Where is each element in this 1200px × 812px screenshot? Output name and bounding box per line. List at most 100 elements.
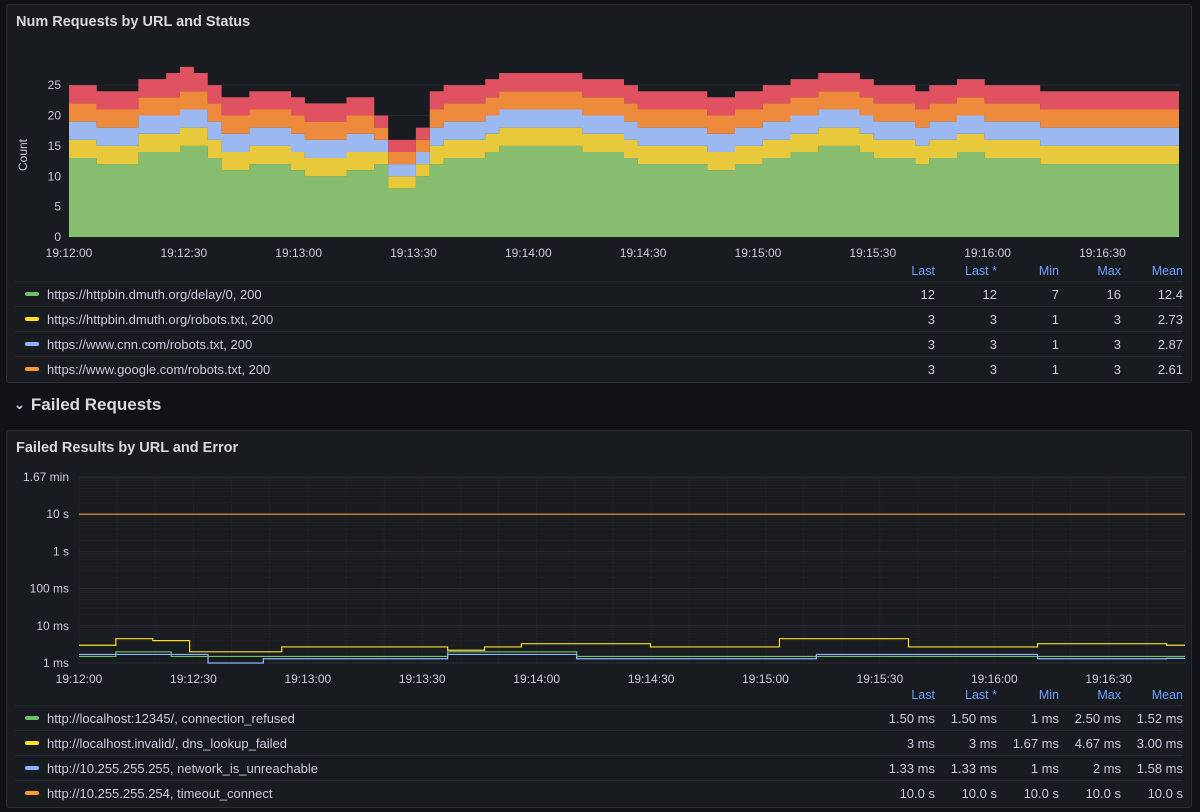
- legend-stat-value: 3: [1113, 336, 1121, 352]
- legend-header-last[interactable]: Last *: [965, 264, 997, 278]
- y-tick-label: 0: [54, 230, 61, 244]
- y-tick-label: 100 ms: [30, 582, 69, 596]
- legend-row[interactable]: http://localhost.invalid/, dns_lookup_fa…: [15, 730, 1183, 755]
- series-color-swatch[interactable]: [25, 342, 39, 346]
- x-tick-label: 19:12:00: [56, 672, 103, 686]
- legend-row[interactable]: https://www.cnn.com/robots.txt, 200 3 3 1 3 2…: [15, 331, 1183, 356]
- y-tick-label: 1 s: [53, 544, 69, 558]
- series-color-swatch[interactable]: [25, 791, 39, 795]
- y-tick-label: 10 s: [46, 507, 69, 521]
- legend-stat-value: 3: [989, 361, 997, 377]
- line-series-2[interactable]: [79, 653, 1185, 664]
- legend-stat-value: 3.00 ms: [1136, 735, 1183, 751]
- panel-title[interactable]: Failed Results by URL and Error: [16, 440, 239, 456]
- x-tick-label: 19:16:30: [1085, 672, 1132, 686]
- legend-stat-value: 1.67 ms: [1012, 735, 1059, 751]
- legend-stat-value: 10.0 s: [961, 785, 997, 801]
- chevron-down-icon[interactable]: ⌄: [14, 397, 25, 412]
- legend-stat-value: 1 ms: [1030, 710, 1059, 726]
- series-color-swatch[interactable]: [25, 292, 39, 296]
- legend-stat-value: 10.0 s: [1147, 785, 1183, 801]
- legend-stat-value: 3: [927, 311, 935, 327]
- legend-stat-value: 1: [1051, 336, 1059, 352]
- legend-stat-value: 2.61: [1157, 361, 1183, 377]
- num-requests-chart[interactable]: 0 5 10 15 20 25 19:12:00 19:12:30 19:13:00 19:13:…: [7, 41, 1193, 291]
- legend-stat-value: 10.0 s: [1023, 785, 1059, 801]
- y-axis-label: Count: [16, 138, 30, 171]
- area-series-4[interactable]: [69, 66, 1179, 152]
- legend-stat-value: 10.0 s: [1085, 785, 1121, 801]
- line-series-1[interactable]: [79, 638, 1185, 653]
- x-tick-label: 19:14:00: [513, 672, 560, 686]
- x-tick-label: 19:13:30: [390, 246, 437, 260]
- x-tick-label: 19:13:00: [284, 672, 331, 686]
- legend-stat-value: 1.50 ms: [888, 710, 935, 726]
- x-tick-label: 19:14:30: [620, 246, 667, 260]
- legend-row[interactable]: https://www.google.com/robots.txt, 200 3 3…: [15, 356, 1183, 381]
- legend-header: Last Last * Min Max Mean: [15, 685, 1183, 705]
- legend-header-max[interactable]: Max: [1097, 264, 1121, 278]
- legend-series-name[interactable]: https://www.cnn.com/robots.txt, 200: [47, 336, 253, 352]
- y-tick-label: 5: [54, 200, 61, 214]
- x-tick-label: 19:15:30: [849, 246, 896, 260]
- legend-stat-value: 2.73: [1157, 311, 1183, 327]
- legend-header-last[interactable]: Last: [911, 264, 935, 278]
- legend-stat-value: 1.50 ms: [950, 710, 997, 726]
- panel-title[interactable]: Num Requests by URL and Status: [16, 14, 251, 30]
- legend-stat-value: 1: [1051, 311, 1059, 327]
- legend-series-name[interactable]: http://10.255.255.254, timeout_connect: [47, 785, 273, 801]
- legend-header-min[interactable]: Min: [1038, 264, 1059, 278]
- line-series-0[interactable]: [79, 651, 1185, 658]
- series-color-swatch[interactable]: [25, 317, 39, 321]
- series-color-swatch[interactable]: [25, 766, 39, 770]
- y-tick-label: 15: [48, 139, 62, 153]
- area-series-0[interactable]: [69, 145, 1179, 237]
- y-tick-label: 25: [48, 78, 62, 92]
- legend-series-name[interactable]: https://httpbin.dmuth.org/robots.txt, 20…: [47, 311, 274, 327]
- legend-header-mean[interactable]: Mean: [1151, 264, 1183, 278]
- y-tick-label: 10: [48, 169, 62, 183]
- legend-stat-value: 1: [1051, 361, 1059, 377]
- legend-stat-value: 2.87: [1157, 336, 1183, 352]
- x-tick-label: 19:13:00: [275, 246, 322, 260]
- legend-row[interactable]: http://10.255.255.255, network_is_unreac…: [15, 755, 1183, 780]
- series-color-swatch[interactable]: [25, 367, 39, 371]
- legend-header-max[interactable]: Max: [1097, 688, 1121, 702]
- legend-series-name[interactable]: http://localhost:12345/, connection_refu…: [47, 710, 295, 726]
- x-tick-label: 19:16:00: [971, 672, 1018, 686]
- legend-stat-value: 16: [1106, 286, 1121, 302]
- legend-row[interactable]: http://localhost:12345/, connection_refu…: [15, 705, 1183, 730]
- legend-series-name[interactable]: https://www.google.com/robots.txt, 200: [47, 361, 271, 377]
- legend-stat-value: 3 ms: [906, 735, 935, 751]
- legend-header-last[interactable]: Last *: [965, 688, 997, 702]
- legend-series-name[interactable]: http://localhost.invalid/, dns_lookup_fa…: [47, 735, 287, 751]
- series-color-swatch[interactable]: [25, 741, 39, 745]
- x-tick-label: 19:14:30: [628, 672, 675, 686]
- legend-stat-value: 3: [989, 311, 997, 327]
- y-tick-label: 1 ms: [43, 656, 69, 670]
- legend-stat-value: 4.67 ms: [1074, 735, 1121, 751]
- legend-stat-value: 2 ms: [1092, 760, 1121, 776]
- legend-stat-value: 12: [920, 286, 935, 302]
- x-tick-label: 19:15:00: [735, 246, 782, 260]
- legend-stat-value: 3: [1113, 311, 1121, 327]
- legend-header-last[interactable]: Last: [911, 688, 935, 702]
- series-color-swatch[interactable]: [25, 716, 39, 720]
- legend-series-name[interactable]: http://10.255.255.255, network_is_unreac…: [47, 760, 319, 776]
- legend-row[interactable]: https://httpbin.dmuth.org/robots.txt, 20…: [15, 306, 1183, 331]
- x-tick-label: 19:12:00: [46, 246, 93, 260]
- legend-series-name[interactable]: https://httpbin.dmuth.org/delay/0, 200: [47, 286, 262, 302]
- legend-header-mean[interactable]: Mean: [1151, 688, 1183, 702]
- area-series-2[interactable]: [69, 109, 1179, 177]
- x-tick-label: 19:13:30: [399, 672, 446, 686]
- legend-stat-value: 3 ms: [968, 735, 997, 751]
- area-series-1[interactable]: [69, 127, 1179, 189]
- failed-results-chart[interactable]: 1 ms 10 ms 100 ms 1 s 10 s 1.67 min 19:12:00 19…: [7, 467, 1193, 717]
- area-series-3[interactable]: [69, 91, 1179, 165]
- failed-requests-row-header[interactable]: ⌄ Failed Requests: [14, 395, 161, 415]
- legend-stat-value: 12: [982, 286, 997, 302]
- x-tick-label: 19:12:30: [160, 246, 207, 260]
- legend-row[interactable]: https://httpbin.dmuth.org/delay/0, 200 12…: [15, 281, 1183, 306]
- legend-header-min[interactable]: Min: [1038, 688, 1059, 702]
- legend-row[interactable]: http://10.255.255.254, timeout_connect 10…: [15, 780, 1183, 805]
